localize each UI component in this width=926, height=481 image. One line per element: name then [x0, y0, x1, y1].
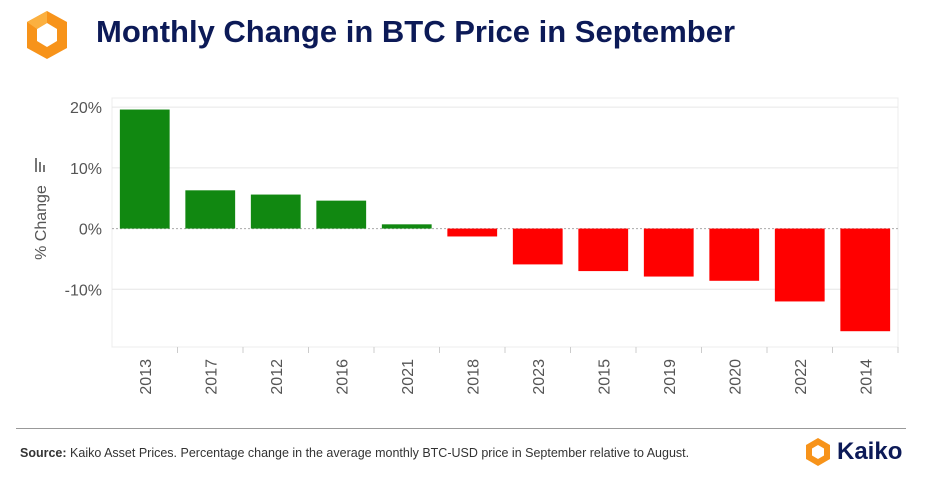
x-tick-label: 2012	[269, 359, 286, 395]
x-tick-label: 2020	[727, 359, 744, 395]
bar	[709, 228, 760, 281]
bar	[512, 228, 563, 265]
y-tick-label: 20%	[70, 100, 102, 117]
bar	[185, 190, 236, 229]
brand-name: Kaiko	[837, 438, 903, 465]
source-text: Kaiko Asset Prices. Percentage change in…	[70, 446, 690, 460]
source-note: Source: Kaiko Asset Prices. Percentage c…	[20, 446, 689, 460]
bar	[774, 228, 825, 302]
bar	[381, 224, 432, 229]
x-tick-label: 2023	[531, 359, 548, 395]
bar	[643, 228, 694, 277]
source-label: Source:	[20, 446, 67, 460]
y-tick-label: -10%	[65, 282, 102, 299]
bar	[578, 228, 629, 272]
bar	[119, 109, 170, 229]
x-tick-label: 2017	[203, 359, 220, 395]
y-axis-label: % Change	[33, 185, 50, 260]
bar	[840, 228, 891, 332]
x-tick-label: 2014	[858, 359, 875, 395]
chart-title: Monthly Change in BTC Price in September	[96, 14, 736, 49]
x-tick-label: 2016	[334, 359, 351, 395]
kaiko-logo-icon	[27, 11, 67, 59]
y-tick-label: 10%	[70, 161, 102, 178]
bar	[250, 194, 301, 229]
x-tick-label: 2018	[465, 359, 482, 395]
y-tick-label: 0%	[79, 222, 102, 239]
x-tick-label: 2013	[138, 359, 155, 395]
footer-divider	[16, 428, 906, 429]
brand-logo-icon	[806, 438, 830, 466]
x-tick-label: 2021	[400, 359, 417, 395]
x-tick-label: 2022	[793, 359, 810, 395]
x-tick-label: 2015	[596, 359, 613, 395]
x-tick-label: 2019	[662, 359, 679, 395]
bar	[316, 200, 367, 229]
bar-chart: 20% 10% 0% -10% % Change 2013 2017 2012 2016 2021…	[33, 97, 899, 395]
bar	[447, 228, 498, 237]
axis-menu-icon	[35, 158, 45, 172]
